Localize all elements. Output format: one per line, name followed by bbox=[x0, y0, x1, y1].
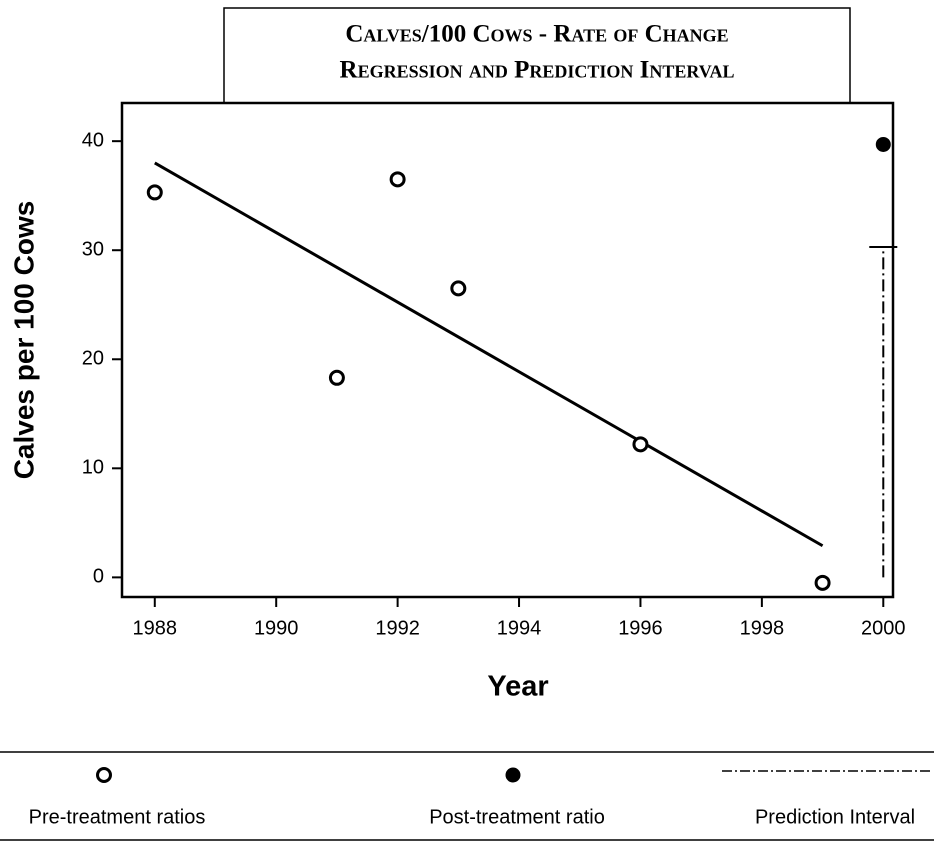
plot-frame bbox=[120, 101, 895, 599]
y-tick-label: 40 bbox=[82, 129, 104, 151]
point bbox=[328, 369, 345, 386]
x-tick-label: 2000 bbox=[861, 617, 906, 639]
x-tick-label: 1988 bbox=[133, 617, 178, 639]
chart-title: Regression and Prediction Interval bbox=[340, 57, 735, 84]
x-tick-label: 1992 bbox=[375, 617, 420, 639]
point bbox=[146, 184, 163, 201]
point bbox=[875, 136, 891, 152]
x-tick-label: 1990 bbox=[254, 617, 299, 639]
y-tick-label: 10 bbox=[82, 457, 104, 479]
title-box bbox=[223, 7, 851, 104]
point bbox=[450, 280, 467, 297]
point bbox=[814, 574, 831, 591]
x-tick-label: 1998 bbox=[740, 617, 785, 639]
y-tick-label: 20 bbox=[82, 348, 104, 370]
y-axis-label: Calves per 100 Cows bbox=[8, 201, 39, 480]
point bbox=[632, 436, 649, 453]
legend-marker bbox=[505, 767, 521, 783]
legend-marker bbox=[96, 767, 112, 783]
x-tick-label: 1994 bbox=[497, 617, 542, 639]
y-tick-label: 30 bbox=[82, 238, 104, 260]
x-axis-label: Year bbox=[487, 671, 548, 703]
y-tick-label: 0 bbox=[93, 566, 104, 588]
regression-line bbox=[154, 161, 824, 548]
chart-title: Calves/100 Cows - Rate of Change bbox=[345, 21, 728, 48]
legend-label: Post-treatment ratio bbox=[429, 806, 605, 828]
legend-label: Prediction Interval bbox=[755, 806, 915, 828]
point bbox=[389, 171, 406, 188]
legend-label: Pre-treatment ratios bbox=[29, 806, 206, 828]
x-tick-label: 1996 bbox=[618, 617, 663, 639]
